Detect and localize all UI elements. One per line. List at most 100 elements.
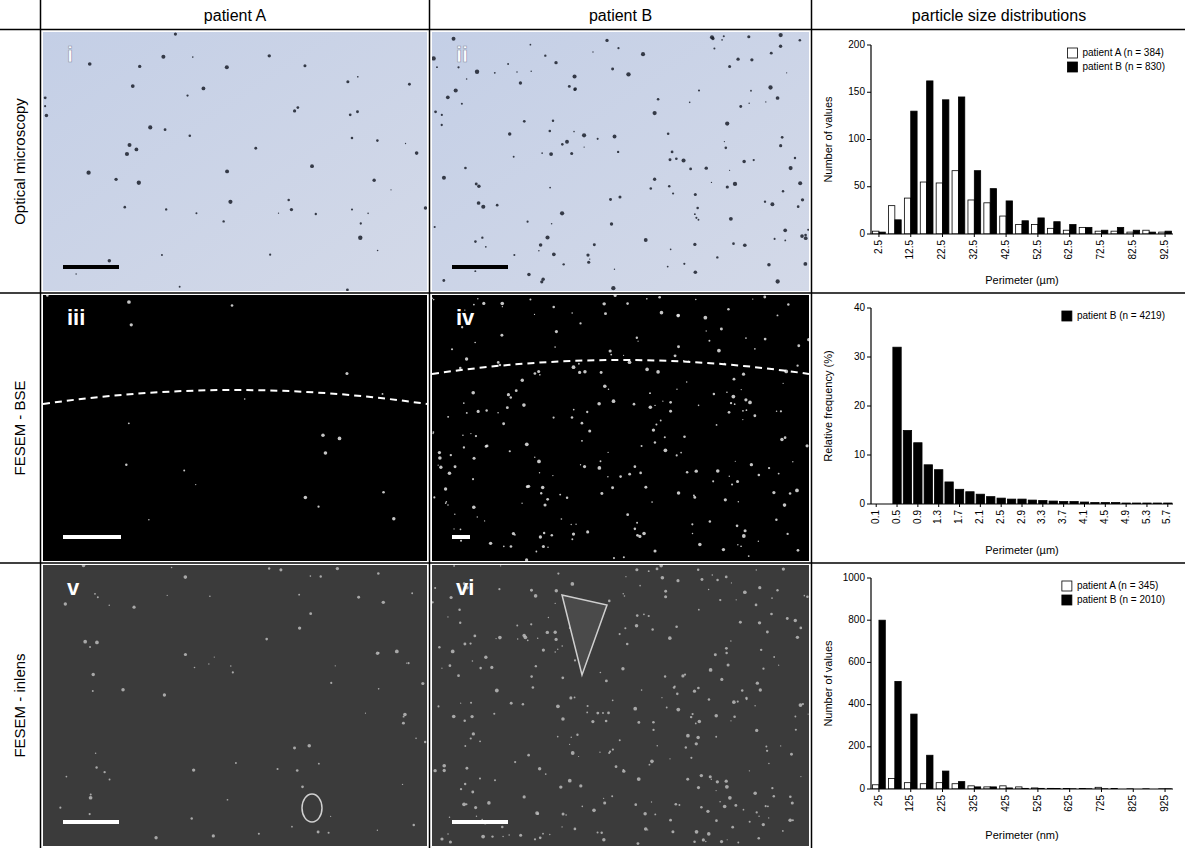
particle xyxy=(615,765,618,768)
particle xyxy=(602,838,605,841)
particle xyxy=(678,804,680,806)
particle xyxy=(708,340,710,342)
particle xyxy=(574,828,577,831)
particle xyxy=(599,751,600,752)
particle xyxy=(717,349,721,353)
particle xyxy=(462,802,466,806)
particle xyxy=(123,206,126,209)
particle xyxy=(766,631,769,634)
particle xyxy=(654,405,655,406)
particle xyxy=(392,517,395,520)
particle xyxy=(586,253,589,256)
particle xyxy=(784,436,787,439)
particle xyxy=(619,739,621,741)
particle xyxy=(279,568,282,571)
row-label: FESEM - BSE xyxy=(11,380,28,475)
particle xyxy=(415,738,417,740)
tick-label: 82.5 xyxy=(1127,240,1138,260)
tick-label: 50 xyxy=(854,180,866,191)
figure: patient Apatient Bparticle size distribu… xyxy=(0,0,1185,848)
particle xyxy=(320,575,322,577)
particle xyxy=(367,213,369,215)
particle xyxy=(636,337,638,339)
particle xyxy=(749,770,750,771)
bar xyxy=(1070,225,1076,234)
particle xyxy=(727,308,730,311)
tick-label: 100 xyxy=(848,133,865,144)
particle xyxy=(437,705,439,707)
particle xyxy=(94,593,96,595)
particle xyxy=(808,713,809,714)
image-background xyxy=(432,32,809,291)
particle xyxy=(441,668,442,669)
particle xyxy=(194,667,196,669)
particle xyxy=(433,299,435,301)
particle xyxy=(669,758,670,759)
particle xyxy=(502,836,503,837)
tick-label: 2.9 xyxy=(1016,510,1027,524)
particle xyxy=(782,830,784,832)
particle xyxy=(575,524,576,525)
particle xyxy=(714,714,718,718)
particle xyxy=(539,535,542,538)
particle xyxy=(510,545,513,548)
image-panel xyxy=(432,295,809,561)
particle xyxy=(568,85,571,88)
particle xyxy=(477,298,478,299)
particle xyxy=(570,736,572,738)
particle xyxy=(442,764,446,768)
particle xyxy=(293,747,296,750)
tick xyxy=(1037,234,1038,237)
particle xyxy=(748,555,750,557)
particle xyxy=(693,690,696,693)
particle xyxy=(637,341,638,342)
particle xyxy=(694,270,698,274)
particle xyxy=(458,609,460,611)
particle xyxy=(232,671,234,673)
tick xyxy=(1167,504,1168,507)
particle xyxy=(382,491,385,494)
particle xyxy=(728,796,732,800)
bar xyxy=(936,783,942,789)
particle xyxy=(97,596,99,598)
particle xyxy=(125,463,127,465)
particle xyxy=(293,109,296,112)
particle xyxy=(695,830,699,834)
particle xyxy=(471,791,474,794)
bar xyxy=(958,782,964,789)
particle xyxy=(479,778,481,780)
particle xyxy=(497,361,500,364)
particle xyxy=(611,286,615,290)
bar xyxy=(935,470,943,504)
particle xyxy=(733,378,736,381)
particle xyxy=(669,158,672,161)
particle xyxy=(753,792,757,796)
particle xyxy=(654,441,656,443)
particle xyxy=(303,64,306,67)
particle xyxy=(609,198,612,201)
particle xyxy=(600,832,602,834)
particle xyxy=(625,576,626,577)
particle xyxy=(571,416,574,419)
particle xyxy=(470,737,472,739)
particle xyxy=(708,589,709,590)
particle xyxy=(474,270,476,272)
tick-label: 4.1 xyxy=(1078,510,1089,524)
tick xyxy=(917,504,918,507)
particle xyxy=(654,813,656,815)
particle xyxy=(799,627,802,630)
particle xyxy=(534,457,535,458)
particle xyxy=(649,392,651,394)
bar xyxy=(936,183,942,234)
particle xyxy=(591,720,594,723)
column-header: patient A xyxy=(204,7,267,24)
particle xyxy=(557,736,559,738)
particle xyxy=(578,371,581,374)
particle xyxy=(664,675,666,677)
particle xyxy=(485,246,487,248)
legend-label: patient B (n = 2010) xyxy=(1077,594,1165,605)
particle xyxy=(479,740,481,742)
particle xyxy=(570,152,573,155)
particle xyxy=(346,288,349,291)
axis-title: Number of values xyxy=(822,640,834,727)
